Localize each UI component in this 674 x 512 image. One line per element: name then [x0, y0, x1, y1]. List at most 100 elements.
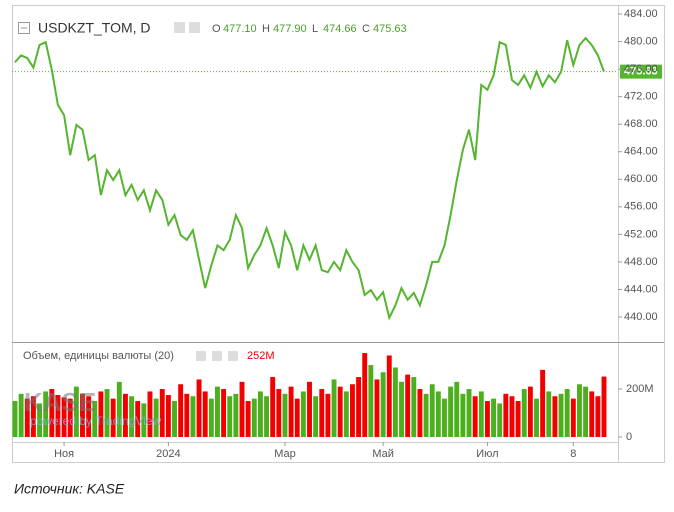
x-tick-label: 8: [570, 448, 576, 460]
y-tick-label: 472.00: [624, 91, 658, 103]
watermark-powered: powered by TradingView: [30, 414, 162, 428]
volume-bar: [540, 369, 546, 437]
volume-bar: [300, 391, 306, 437]
frame: [12, 5, 665, 463]
volume-bar: [37, 403, 42, 437]
y-tick-label: 464.00: [624, 146, 658, 158]
volume-bar: [435, 391, 441, 437]
volume-bar: [552, 396, 558, 437]
volume-bar: [509, 396, 515, 437]
volume-bar: [276, 389, 282, 437]
volume-bar: [270, 377, 276, 437]
volume-bar: [233, 393, 239, 437]
volume-tick-label: 200M: [626, 383, 654, 395]
volume-bar: [43, 391, 49, 437]
volume-bar: [141, 403, 147, 437]
y-tick-label: 456.00: [624, 201, 658, 213]
volume-bar: [583, 386, 589, 437]
volume-bar: [405, 374, 411, 437]
volume-bar: [12, 401, 18, 437]
volume-bar: [221, 389, 227, 437]
volume-bar: [55, 395, 61, 437]
volume-bar: [307, 381, 312, 437]
ohlc-value: 477.10: [223, 23, 257, 35]
volume-bar: [122, 393, 128, 437]
settings-button[interactable]: [174, 22, 185, 33]
volume-bar: [448, 386, 454, 437]
volume-bar: [110, 398, 116, 437]
ohlc-key: O: [212, 23, 221, 35]
volume-bar: [589, 391, 595, 437]
volume-bar: [362, 353, 368, 437]
volume-bar: [18, 393, 24, 437]
source: Источник: KASE: [14, 481, 125, 497]
volume-bar: [546, 391, 552, 437]
ohlc-key: C: [362, 23, 370, 35]
volume-bar: [399, 381, 404, 437]
volume-bar: [380, 372, 386, 437]
volume-bar: [61, 397, 67, 437]
last-price-label: 475.63: [624, 66, 658, 78]
y-tick-label: 440.00: [624, 311, 658, 323]
volume-hide[interactable]: [212, 351, 222, 361]
y-tick-label: 452.00: [624, 228, 658, 240]
volume-bar: [80, 393, 85, 437]
volume-bar: [564, 389, 570, 437]
volume-bar: [460, 393, 466, 437]
volume-bar: [294, 398, 300, 437]
volume-bar: [135, 401, 141, 437]
volume-last: 252M: [247, 350, 275, 362]
volume-title: Объем, единицы валюты (20): [23, 350, 174, 362]
close-button[interactable]: [189, 22, 200, 33]
y-tick-label: 448.00: [624, 256, 658, 268]
volume-bar: [484, 401, 490, 437]
volume-bar: [196, 379, 202, 437]
volume-bar: [239, 381, 245, 437]
volume-bar: [466, 389, 472, 437]
volume-bar: [331, 379, 337, 437]
volume-bar: [202, 391, 208, 437]
volume-settings[interactable]: [196, 351, 206, 361]
volume-bar: [429, 384, 435, 437]
y-tick-label: 468.00: [624, 118, 658, 130]
last-price-badge: [620, 64, 662, 79]
volume-bar: [374, 379, 380, 437]
volume-bar: [503, 393, 509, 437]
volume-bar: [577, 384, 582, 437]
volume-bar: [423, 393, 429, 437]
volume-tick-label: 0: [626, 431, 632, 443]
volume-bar: [313, 396, 319, 437]
volume-bar: [527, 386, 533, 437]
volume-bar: [49, 389, 55, 437]
y-tick-label: 444.00: [624, 283, 658, 295]
volume-bar: [454, 381, 460, 437]
volume-bar: [86, 396, 92, 437]
ohlc-key: L: [312, 23, 318, 35]
volume-bar: [116, 381, 122, 437]
volume-bar: [386, 355, 392, 437]
volume-bar: [178, 384, 184, 437]
volume-bar: [73, 386, 79, 437]
y-tick-label: 460.00: [624, 173, 658, 185]
volume-bar: [245, 401, 251, 437]
volume-bar: [129, 396, 135, 437]
volume-bar: [257, 391, 263, 437]
volume-bar: [208, 398, 214, 437]
volume-bar: [570, 398, 576, 437]
volume-close[interactable]: [228, 351, 238, 361]
volume-bar: [595, 396, 601, 437]
price-line: [14, 36, 605, 321]
volume-bar: [319, 389, 325, 437]
volume-bar: [337, 386, 343, 437]
volume-bar: [343, 391, 349, 437]
y-tick-label: 476.00: [624, 63, 658, 75]
volume-bar: [153, 398, 159, 437]
volume-bar: [491, 398, 497, 437]
symbol: USDKZT_TOM, D: [38, 20, 151, 36]
volume-bar: [534, 398, 539, 437]
volume-bar: [30, 396, 36, 437]
volume-bar: [417, 389, 423, 437]
volume-bar: [282, 393, 288, 437]
volume-bar: [325, 393, 331, 437]
